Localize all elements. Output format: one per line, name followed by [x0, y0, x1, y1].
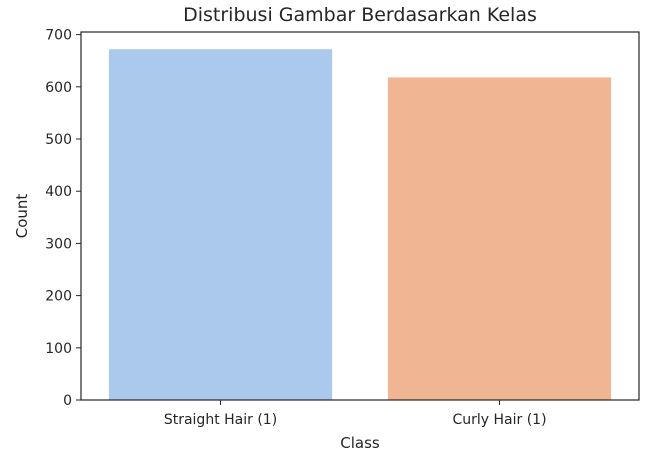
x-axis-label: Class — [340, 434, 380, 452]
bar-2 — [387, 77, 612, 400]
y-tick-label: 600 — [45, 80, 72, 96]
x-tick-label: Curly Hair (1) — [452, 412, 546, 428]
bars-group — [108, 49, 612, 401]
y-axis-label: Count — [13, 194, 31, 239]
y-tick-label: 500 — [45, 132, 72, 148]
y-tick-label: 100 — [45, 341, 72, 357]
y-tick-label: 0 — [63, 393, 72, 409]
x-axis: Straight Hair (1) Curly Hair (1) — [164, 400, 547, 428]
y-tick-label: 200 — [45, 289, 72, 305]
y-axis: 0 100 200 300 400 500 600 700 — [45, 28, 81, 409]
y-tick-label: 300 — [45, 236, 72, 252]
plot-frame — [80, 31, 640, 401]
x-tick-label: Straight Hair (1) — [164, 412, 277, 428]
y-tick-label: 700 — [45, 28, 72, 44]
bar-1 — [108, 49, 333, 401]
y-tick-label: 400 — [45, 184, 72, 200]
chart-title: Distribusi Gambar Berdasarkan Kelas — [183, 4, 537, 26]
